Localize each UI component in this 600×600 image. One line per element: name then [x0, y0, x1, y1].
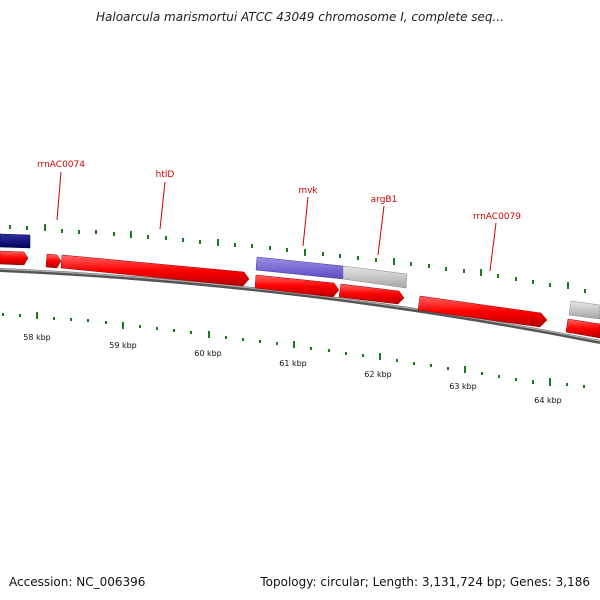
- gene-labels: rrnAC0074 htlD mvk argB1 rrnAC0079: [37, 160, 521, 222]
- gene-feature-argB1[interactable]: [342, 265, 408, 289]
- topology-stats-text: Topology: circular; Length: 3,131,724 bp…: [260, 575, 590, 589]
- kbp-label: 63 kbp: [449, 382, 477, 391]
- kbp-label: 60 kbp: [194, 349, 222, 358]
- upper-tick-row: [9, 224, 586, 293]
- gene-arrow-htlD[interactable]: [60, 254, 250, 287]
- gene-arrow-rrnAC0079[interactable]: [417, 295, 548, 328]
- gene-feature-dark-blue[interactable]: [0, 233, 31, 249]
- chromosome-backbone-highlight: [0, 268, 600, 342]
- kbp-label: 61 kbp: [279, 359, 307, 368]
- gene-label-rrnAC0079[interactable]: rrnAC0079: [473, 212, 521, 222]
- gene-label-leaders: [56, 171, 497, 272]
- gene-arrow-argB1[interactable]: [338, 283, 405, 305]
- gene-label-mvk[interactable]: mvk: [298, 186, 318, 196]
- gene-label-argB1[interactable]: argB1: [371, 195, 398, 205]
- kbp-label: 62 kbp: [364, 370, 392, 379]
- gene-arrow-mvk[interactable]: [254, 274, 340, 298]
- lower-tick-row: [2, 312, 585, 388]
- accession-text: Accession: NC_006396: [9, 575, 146, 589]
- gene-label-htlD[interactable]: htlD: [156, 170, 175, 180]
- gene-arrow[interactable]: [0, 250, 29, 266]
- kbp-label: 58 kbp: [23, 333, 51, 342]
- forward-strand-features: [0, 233, 600, 320]
- kbp-label: 64 kbp: [534, 396, 562, 405]
- gene-label-rrnAC0074[interactable]: rrnAC0074: [37, 160, 85, 170]
- kbp-scale-labels: 58 kbp 59 kbp 60 kbp 61 kbp 62 kbp 63 kb…: [23, 333, 562, 405]
- gene-arrow-rrnAC0074[interactable]: [45, 253, 62, 269]
- gene-feature-gray-partial[interactable]: [568, 300, 600, 320]
- gene-arrow[interactable]: [565, 318, 600, 339]
- gene-feature-mvk[interactable]: [255, 256, 344, 280]
- kbp-label: 59 kbp: [109, 341, 137, 350]
- chromosome-backbone: [0, 268, 600, 344]
- sequence-title: Haloarcula marismortui ATCC 43049 chromo…: [96, 10, 504, 24]
- gene-arrow-row: [0, 250, 600, 339]
